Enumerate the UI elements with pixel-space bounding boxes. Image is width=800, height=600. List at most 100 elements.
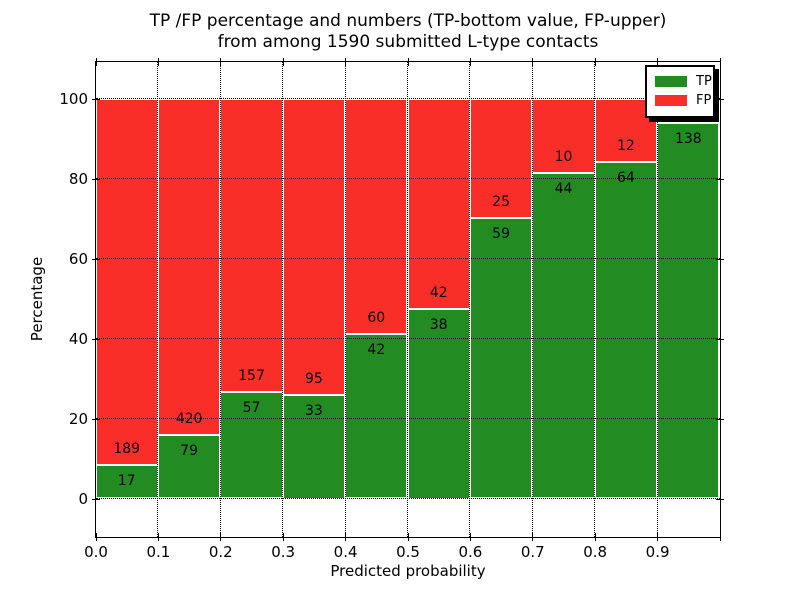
- x-tick-label: 0.1: [146, 543, 171, 561]
- bar-count-label-fp: 10: [554, 148, 573, 165]
- x-axis-tick: [407, 533, 409, 541]
- v-gridline: [407, 61, 408, 537]
- bar-segment-fp: [282, 98, 346, 396]
- y-axis-tick: [716, 338, 724, 340]
- y-axis-tick: [716, 98, 724, 100]
- x-axis-tick: [282, 58, 284, 66]
- bar-segment-fp: [220, 98, 283, 392]
- y-axis-tick: [92, 98, 100, 100]
- x-axis-label: Predicted probability: [330, 562, 486, 580]
- chart-title: TP /FP percentage and numbers (TP-bottom…: [96, 11, 720, 53]
- x-axis-tick: [594, 58, 596, 66]
- bar-segment-fp: [532, 98, 595, 173]
- legend-entry-fp: FP: [655, 91, 711, 110]
- y-tick-label: 80: [68, 170, 88, 188]
- y-tick-label: 40: [68, 330, 88, 348]
- x-axis-tick: [95, 58, 97, 66]
- bar-segment-tp: [532, 172, 595, 499]
- bar-count-label-fp: 157: [238, 367, 265, 384]
- x-axis-tick: [345, 533, 347, 541]
- v-gridline: [656, 61, 658, 537]
- v-gridline: [157, 61, 159, 537]
- y-tick-label: 100: [59, 90, 88, 108]
- x-axis-tick: [220, 58, 222, 66]
- x-tick-label: 0.2: [208, 543, 233, 561]
- x-axis-tick: [407, 58, 409, 66]
- y-axis-tick: [92, 258, 100, 260]
- bar-segment-tp: [407, 308, 470, 499]
- bar-segment-tp: [282, 395, 346, 499]
- bar-count-label-tp: 79: [180, 443, 199, 460]
- y-axis-tick: [92, 498, 100, 500]
- x-axis-tick: [157, 533, 159, 541]
- bar-segment-tp: [345, 333, 408, 499]
- v-gridline: [344, 61, 346, 537]
- bar-count-label-tp: 42: [367, 341, 386, 358]
- y-tick-label: 60: [68, 250, 88, 268]
- x-tick-label: 0.0: [84, 543, 108, 561]
- bar-segment-fp: [345, 98, 408, 334]
- legend-swatch-tp-icon: [655, 76, 687, 87]
- bar-segment-fp: [469, 98, 533, 218]
- x-axis-tick: [469, 58, 471, 66]
- x-tick-label: 0.5: [396, 543, 420, 561]
- bar-segment-tp: [657, 122, 720, 499]
- x-tick-label: 0.8: [583, 543, 608, 561]
- x-axis-tick: [345, 58, 347, 66]
- bar-segment-fp: [157, 98, 221, 436]
- y-axis-tick: [92, 338, 100, 340]
- bar-count-label-fp: 189: [113, 441, 141, 458]
- x-tick-label: 0.7: [520, 543, 545, 561]
- y-axis-tick: [92, 178, 100, 180]
- bar-count-label-fp: 60: [367, 309, 386, 326]
- bar-count-label-tp: 44: [554, 180, 573, 197]
- x-axis-tick: [657, 533, 659, 541]
- bar-segment-fp: [95, 98, 158, 466]
- chart-title-line2: from among 1590 submitted L-type contact…: [217, 32, 599, 52]
- y-axis-tick: [716, 418, 724, 420]
- bar-count-label-tp: 38: [429, 316, 448, 333]
- x-axis-tick: [469, 533, 471, 541]
- bar-count-label-tp: 17: [117, 473, 136, 490]
- v-gridline: [531, 61, 533, 537]
- bar-segment-tp: [594, 161, 658, 499]
- legend-label-fp: FP: [696, 93, 712, 108]
- x-axis-tick: [532, 58, 534, 66]
- bar-count-label-fp: 42: [429, 284, 448, 301]
- bar-count-label-tp: 138: [674, 130, 702, 147]
- y-axis-label: Percentage: [28, 256, 46, 342]
- chart-title-line1: TP /FP percentage and numbers (TP-bottom…: [149, 11, 667, 31]
- bar-count-label-fp: 12: [616, 137, 635, 154]
- y-axis-tick: [716, 258, 724, 260]
- bar-segment-tp: [95, 465, 158, 499]
- bar-count-label-tp: 57: [242, 399, 261, 416]
- bar-count-label-fp: 25: [492, 193, 511, 210]
- x-axis-tick: [282, 533, 284, 541]
- plot-area: 1891742079157579533604242382559104412649…: [94, 60, 721, 538]
- legend-label-tp: TP: [696, 74, 712, 89]
- x-axis-tick: [95, 533, 97, 541]
- legend: TP FP: [645, 65, 715, 118]
- x-tick-label: 0.6: [458, 543, 483, 561]
- bar-count-label-fp: 420: [175, 411, 203, 428]
- y-axis-tick: [716, 498, 724, 500]
- bar-count-label-tp: 64: [616, 169, 635, 186]
- bar-segment-tp: [469, 217, 533, 499]
- v-gridline: [594, 61, 596, 537]
- bar-count-label-fp: 95: [304, 371, 323, 388]
- bar-segment-tp: [220, 391, 283, 499]
- bar-segment-fp: [407, 98, 470, 309]
- x-axis-tick: [719, 533, 721, 541]
- x-tick-label: 0.4: [333, 543, 358, 561]
- legend-swatch-fp-icon: [655, 95, 687, 106]
- x-axis-tick: [220, 533, 222, 541]
- v-gridline: [469, 61, 471, 537]
- x-axis-tick: [532, 533, 534, 541]
- legend-entry-tp: TP: [655, 72, 712, 91]
- x-tick-label: 0.9: [645, 543, 670, 561]
- bar-count-label-tp: 59: [492, 225, 511, 242]
- v-gridline: [282, 61, 284, 537]
- x-axis-tick: [157, 58, 159, 66]
- x-axis-tick: [657, 58, 659, 66]
